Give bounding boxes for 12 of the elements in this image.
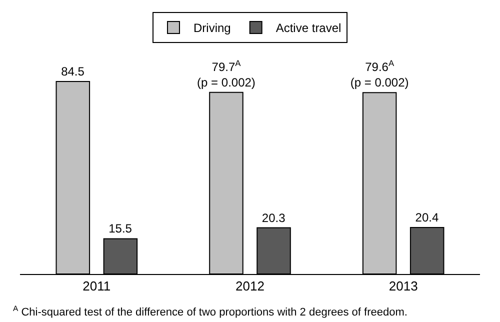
data-label: 79.6$^{A}$ (p = 0.002) (350, 58, 409, 90)
x-tick-label: 2012 (236, 278, 264, 294)
data-label: 20.4 (415, 210, 439, 225)
x-tick-label: 2013 (388, 278, 418, 294)
x-tick-label: 2011 (82, 278, 111, 294)
data-label: 79.7$^{A}$ (p = 0.002) (197, 58, 256, 90)
legend-label: Active travel (276, 21, 342, 36)
data-label: 84.5 (61, 64, 85, 78)
legend-label: Driving (194, 21, 231, 36)
text: $^{A}$ Chi-squared test of the difference of two proportions with 2 degrees of freedom. (13, 304, 408, 319)
data-label: 20.3 (262, 210, 286, 225)
data-label: 15.5 (108, 222, 132, 236)
